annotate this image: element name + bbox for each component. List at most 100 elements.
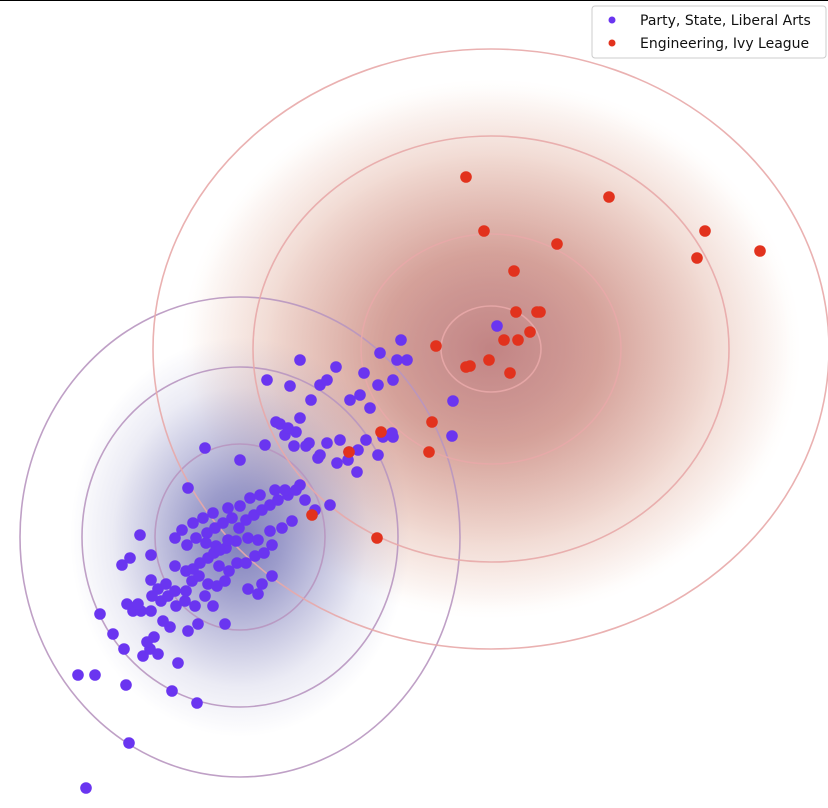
point-engineering-2 — [699, 225, 711, 237]
point-party-22 — [199, 590, 211, 602]
legend-box — [591, 5, 827, 59]
contour-0-1 — [81, 366, 399, 708]
point-party-87 — [242, 532, 254, 544]
point-party-43 — [242, 583, 254, 595]
point-party-57 — [213, 560, 225, 572]
point-engineering-15 — [483, 354, 495, 366]
contour-1-2 — [252, 135, 730, 563]
point-party-29 — [141, 636, 153, 648]
point-party-77 — [272, 494, 284, 506]
point-engineering-24 — [371, 532, 383, 544]
point-party-95 — [269, 484, 281, 496]
point-party-145 — [401, 354, 413, 366]
point-engineering-14 — [430, 340, 442, 352]
point-party-121 — [351, 466, 363, 478]
point-party-5 — [166, 685, 178, 697]
point-party-98 — [176, 524, 188, 536]
point-engineering-10 — [510, 306, 522, 318]
point-engineering-4 — [691, 252, 703, 264]
point-party-31 — [121, 598, 133, 610]
point-party-36 — [169, 585, 181, 597]
point-party-132 — [321, 374, 333, 386]
point-party-6 — [191, 697, 203, 709]
point-engineering-7 — [508, 265, 520, 277]
point-party-141 — [358, 367, 370, 379]
point-party-89 — [264, 525, 276, 537]
point-party-142 — [374, 347, 386, 359]
point-party-67 — [190, 532, 202, 544]
point-party-135 — [261, 374, 273, 386]
point-party-58 — [223, 565, 235, 577]
point-party-129 — [294, 412, 306, 424]
point-party-103 — [234, 500, 246, 512]
point-party-137 — [344, 394, 356, 406]
point-party-118 — [372, 449, 384, 461]
contour-layer — [19, 48, 828, 778]
point-party-108 — [259, 439, 271, 451]
point-party-134 — [284, 380, 296, 392]
point-engineering-22 — [343, 446, 355, 458]
point-engineering-19 — [426, 416, 438, 428]
point-engineering-12 — [512, 334, 524, 346]
point-party-147 — [446, 430, 458, 442]
legend-marker-engineering — [608, 39, 616, 47]
point-party-105 — [254, 489, 266, 501]
point-party-60 — [240, 557, 252, 569]
point-engineering-0 — [460, 171, 472, 183]
point-party-148 — [447, 395, 459, 407]
point-party-90 — [276, 522, 288, 534]
point-party-7 — [94, 608, 106, 620]
point-party-113 — [321, 437, 333, 449]
density-layer — [70, 79, 801, 737]
point-party-26 — [192, 618, 204, 630]
point-party-40 — [202, 578, 214, 590]
point-party-59 — [231, 557, 243, 569]
point-party-62 — [258, 547, 270, 559]
point-party-44 — [252, 588, 264, 600]
contour-1-3 — [152, 48, 828, 650]
point-party-101 — [207, 507, 219, 519]
point-party-125 — [288, 440, 300, 452]
point-party-114 — [334, 434, 346, 446]
point-party-65 — [169, 532, 181, 544]
point-party-42 — [219, 575, 231, 587]
point-party-107 — [214, 544, 226, 556]
legend-marker-party — [608, 16, 616, 24]
point-engineering-13 — [498, 334, 510, 346]
point-party-92 — [182, 482, 194, 494]
point-party-21 — [189, 600, 201, 612]
point-party-51 — [169, 560, 181, 572]
point-party-72 — [233, 522, 245, 534]
point-party-104 — [244, 492, 256, 504]
point-party-146 — [395, 334, 407, 346]
point-party-32 — [132, 598, 144, 610]
point-party-136 — [294, 354, 306, 366]
point-party-149 — [491, 320, 503, 332]
point-party-130 — [305, 394, 317, 406]
point-party-37 — [180, 585, 192, 597]
point-party-13 — [172, 657, 184, 669]
point-party-48 — [124, 552, 136, 564]
point-party-35 — [160, 578, 172, 590]
point-party-50 — [145, 574, 157, 586]
point-engineering-11 — [524, 326, 536, 338]
point-party-102 — [222, 502, 234, 514]
point-party-0 — [80, 782, 92, 794]
contour-1-0 — [440, 305, 542, 393]
contour-1-1 — [360, 233, 622, 465]
point-engineering-20 — [423, 446, 435, 458]
point-party-143 — [387, 374, 399, 386]
point-party-144 — [391, 354, 403, 366]
point-party-8 — [107, 628, 119, 640]
point-engineering-17 — [460, 361, 472, 373]
point-party-20 — [179, 595, 191, 607]
point-engineering-5 — [478, 225, 490, 237]
points-layer — [72, 171, 766, 794]
legend-label-engineering: Engineering, Ivy League — [640, 36, 809, 52]
point-party-124 — [300, 440, 312, 452]
point-party-9 — [118, 643, 130, 655]
point-party-30 — [157, 615, 169, 627]
point-party-122 — [331, 457, 343, 469]
